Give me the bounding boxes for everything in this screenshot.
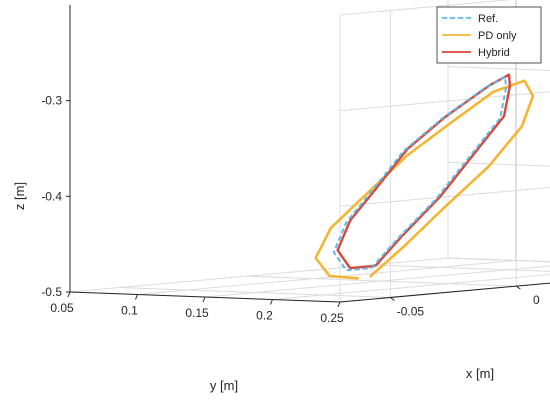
x-axis-line bbox=[339, 282, 550, 303]
z-tick-label: -0.5 bbox=[41, 285, 62, 299]
x-tick-mark bbox=[516, 285, 521, 290]
floor-gridline-y bbox=[204, 265, 550, 298]
floor-gridline-y bbox=[69, 257, 449, 293]
legend-label-pd-only: PD only bbox=[478, 30, 517, 42]
y-tick-mark bbox=[202, 296, 206, 303]
y-tick-label: 0.2 bbox=[256, 309, 273, 323]
legend-label-ref: Ref. bbox=[478, 13, 498, 25]
back-wall-gridline-z bbox=[447, 161, 550, 167]
y-tick-label: 0.25 bbox=[320, 311, 344, 325]
back-wall-gridline-z bbox=[447, 257, 550, 263]
legend-label-hybrid: Hybrid bbox=[478, 47, 510, 59]
side-wall-gridline-z bbox=[339, 0, 513, 16]
floor-gridline-y bbox=[137, 260, 516, 295]
series-lines bbox=[314, 73, 535, 280]
z-axis-label: z [m] bbox=[12, 182, 27, 210]
series-pd-only bbox=[314, 79, 535, 280]
z-tick-label: -0.4 bbox=[41, 189, 62, 203]
y-tick-mark bbox=[67, 291, 71, 298]
y-tick-mark bbox=[270, 299, 273, 305]
x-tick-mark bbox=[390, 297, 395, 301]
z-tick-label: -0.3 bbox=[41, 94, 62, 108]
y-tick-label: 0.1 bbox=[121, 304, 138, 318]
back-wall-gridline-z bbox=[447, 66, 550, 71]
side-wall-gridline-z bbox=[339, 186, 550, 207]
legend: Ref. PD only Hybrid bbox=[436, 6, 542, 64]
floor-gridline-x bbox=[372, 264, 550, 272]
series-ref bbox=[332, 75, 507, 272]
x-tick-label: 0 bbox=[533, 293, 540, 307]
side-wall-gridline-z bbox=[339, 91, 550, 112]
y-tick-label: 0.15 bbox=[185, 306, 209, 320]
y-axis-label: y [m] bbox=[210, 378, 238, 393]
y-tick-mark bbox=[135, 294, 138, 300]
axes-ticks: 0.050.10.150.20.25-0.0500.05-0.5-0.4-0.3 bbox=[41, 5, 550, 325]
floor-gridline-y bbox=[272, 274, 550, 300]
y-tick-mark bbox=[337, 301, 341, 308]
x-axis-label: x [m] bbox=[466, 366, 494, 381]
y-tick-label: 0.05 bbox=[50, 301, 74, 315]
x-tick-label: -0.05 bbox=[397, 304, 425, 318]
